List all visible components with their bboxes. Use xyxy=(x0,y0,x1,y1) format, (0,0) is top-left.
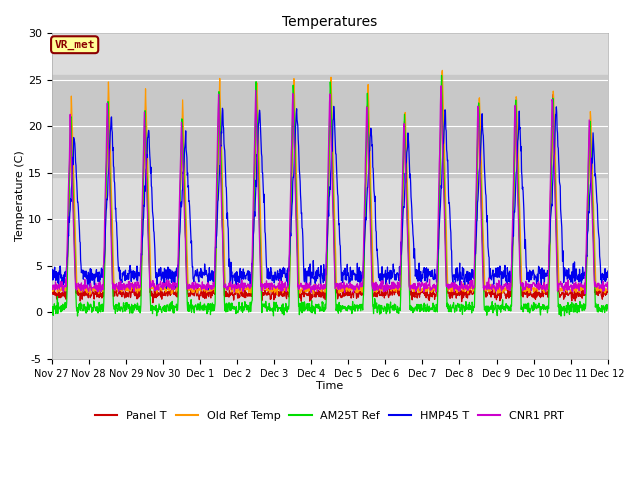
AM25T Ref xyxy=(234,310,241,315)
CNR1 PRT xyxy=(158,284,166,290)
HMP45 T xyxy=(490,276,497,281)
HMP45 T xyxy=(204,287,212,293)
Old Ref Temp xyxy=(158,284,166,290)
Panel T xyxy=(48,289,56,295)
HMP45 T xyxy=(172,268,179,274)
Bar xyxy=(52,75,608,177)
HMP45 T xyxy=(234,279,242,285)
CNR1 PRT xyxy=(581,291,589,297)
Old Ref Temp xyxy=(539,288,547,293)
Panel T xyxy=(234,295,242,301)
HMP45 T xyxy=(417,269,424,275)
Old Ref Temp xyxy=(234,285,241,290)
AM25T Ref xyxy=(538,304,546,310)
Line: HMP45 T: HMP45 T xyxy=(52,107,608,290)
Old Ref Temp xyxy=(172,283,179,289)
CNR1 PRT xyxy=(489,282,497,288)
HMP45 T xyxy=(539,275,547,280)
HMP45 T xyxy=(48,272,56,278)
Old Ref Temp xyxy=(273,292,281,298)
Line: Panel T: Panel T xyxy=(52,90,608,303)
X-axis label: Time: Time xyxy=(316,382,343,391)
Title: Temperatures: Temperatures xyxy=(282,15,378,29)
Line: CNR1 PRT: CNR1 PRT xyxy=(52,86,608,294)
Line: AM25T Ref: AM25T Ref xyxy=(52,75,608,316)
Panel T xyxy=(604,289,612,295)
Panel T xyxy=(539,288,547,294)
CNR1 PRT xyxy=(604,287,612,293)
CNR1 PRT xyxy=(416,283,424,288)
Panel T xyxy=(417,291,424,297)
Old Ref Temp xyxy=(417,287,424,292)
Old Ref Temp xyxy=(604,287,612,292)
Old Ref Temp xyxy=(438,68,446,73)
AM25T Ref xyxy=(48,311,56,317)
Line: Old Ref Temp: Old Ref Temp xyxy=(52,71,608,295)
Legend: Panel T, Old Ref Temp, AM25T Ref, HMP45 T, CNR1 PRT: Panel T, Old Ref Temp, AM25T Ref, HMP45 … xyxy=(91,407,569,426)
HMP45 T xyxy=(158,274,166,279)
HMP45 T xyxy=(330,104,337,109)
CNR1 PRT xyxy=(48,283,56,289)
CNR1 PRT xyxy=(172,280,179,286)
Panel T xyxy=(158,291,166,297)
AM25T Ref xyxy=(416,309,424,314)
Panel T xyxy=(172,289,180,295)
AM25T Ref xyxy=(158,310,166,315)
AM25T Ref xyxy=(489,310,497,316)
Panel T xyxy=(490,290,497,296)
AM25T Ref xyxy=(557,313,565,319)
Y-axis label: Temperature (C): Temperature (C) xyxy=(15,151,25,241)
Panel T xyxy=(438,87,445,93)
CNR1 PRT xyxy=(538,283,546,288)
Text: VR_met: VR_met xyxy=(54,40,95,50)
HMP45 T xyxy=(604,268,612,274)
AM25T Ref xyxy=(438,72,445,78)
Old Ref Temp xyxy=(490,284,497,289)
AM25T Ref xyxy=(172,304,179,310)
CNR1 PRT xyxy=(234,286,241,291)
AM25T Ref xyxy=(604,306,612,312)
Panel T xyxy=(149,300,157,306)
CNR1 PRT xyxy=(437,83,445,89)
Old Ref Temp xyxy=(48,285,56,291)
